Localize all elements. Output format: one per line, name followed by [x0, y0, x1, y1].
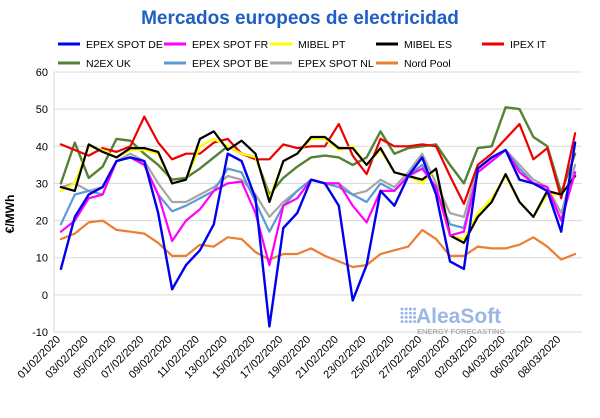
- brand-name: AleaSoft: [416, 305, 501, 328]
- y-tick-label: 40: [36, 141, 48, 153]
- legend-label: EPEX SPOT NL: [298, 58, 374, 70]
- logo-dot: [400, 311, 404, 315]
- legend-label: N2EX UK: [86, 58, 131, 70]
- legend-label: EPEX SPOT BE: [192, 58, 268, 70]
- legend-item: EPEX SPOT BE: [164, 58, 268, 70]
- logo-dot: [413, 320, 417, 324]
- logo-dot: [413, 311, 417, 315]
- logo-dot: [400, 315, 404, 319]
- legend-label: IPEX IT: [510, 39, 547, 51]
- y-axis-label: €/MWh: [3, 195, 17, 234]
- legend-label: EPEX SPOT FR: [192, 39, 269, 51]
- logo-dot: [404, 315, 408, 319]
- logo-dot: [408, 311, 412, 315]
- logo-dot: [408, 307, 412, 311]
- logo-dot: [408, 315, 412, 319]
- legend-item: MIBEL ES: [376, 39, 452, 51]
- series-line-nord-pool: [59, 219, 577, 269]
- logo-dot: [404, 320, 408, 324]
- series-lines: [59, 106, 577, 328]
- gridlines: [53, 71, 582, 333]
- series-line-mibel-es: [59, 130, 577, 244]
- logo-dot: [413, 315, 417, 319]
- logo-dot: [413, 307, 417, 311]
- logo-dot: [404, 307, 408, 311]
- legend: EPEX SPOT DE EPEX SPOT FR MIBEL PT MIBEL ES…: [58, 39, 547, 70]
- legend-item: EPEX SPOT FR: [164, 39, 269, 51]
- series-line-ipex-it: [59, 115, 577, 205]
- brand-watermark: AleaSoft ENERGY FORECASTING: [400, 305, 505, 336]
- legend-label: MIBEL ES: [404, 39, 452, 51]
- legend-label: EPEX SPOT DE: [86, 39, 163, 51]
- series-line-epex-spot-de: [59, 141, 577, 328]
- legend-item: EPEX SPOT DE: [58, 39, 163, 51]
- brand-tagline: ENERGY FORECASTING: [417, 327, 505, 336]
- y-axis-ticks: -10 0 10 20 30 40 50 60: [32, 67, 48, 339]
- logo-dot: [400, 307, 404, 311]
- logo-dot: [404, 311, 408, 315]
- legend-item: Nord Pool: [376, 58, 451, 70]
- logo-dot: [408, 320, 412, 324]
- legend-item: IPEX IT: [482, 39, 547, 51]
- x-axis-ticks: 01/02/202003/02/202005/02/202007/02/2020…: [16, 334, 564, 381]
- dotted-square-logo-icon: [400, 307, 417, 324]
- series-line-mibel-pt: [59, 137, 577, 241]
- y-tick-label: 20: [36, 216, 48, 228]
- logo-dot: [400, 320, 404, 324]
- y-tick-label: -10: [32, 327, 48, 339]
- legend-item: EPEX SPOT NL: [270, 58, 374, 70]
- y-tick-label: 0: [42, 290, 48, 302]
- legend-item: MIBEL PT: [270, 39, 346, 51]
- chart-title: Mercados europeos de electricidad: [141, 8, 459, 29]
- y-tick-label: 30: [36, 178, 48, 190]
- y-tick-label: 60: [36, 67, 48, 79]
- y-tick-label: 10: [36, 253, 48, 265]
- legend-item: N2EX UK: [58, 58, 131, 70]
- legend-label: Nord Pool: [404, 58, 451, 70]
- y-tick-label: 50: [36, 104, 48, 116]
- series-line-n2ex-uk: [59, 106, 577, 196]
- legend-label: MIBEL PT: [298, 39, 346, 51]
